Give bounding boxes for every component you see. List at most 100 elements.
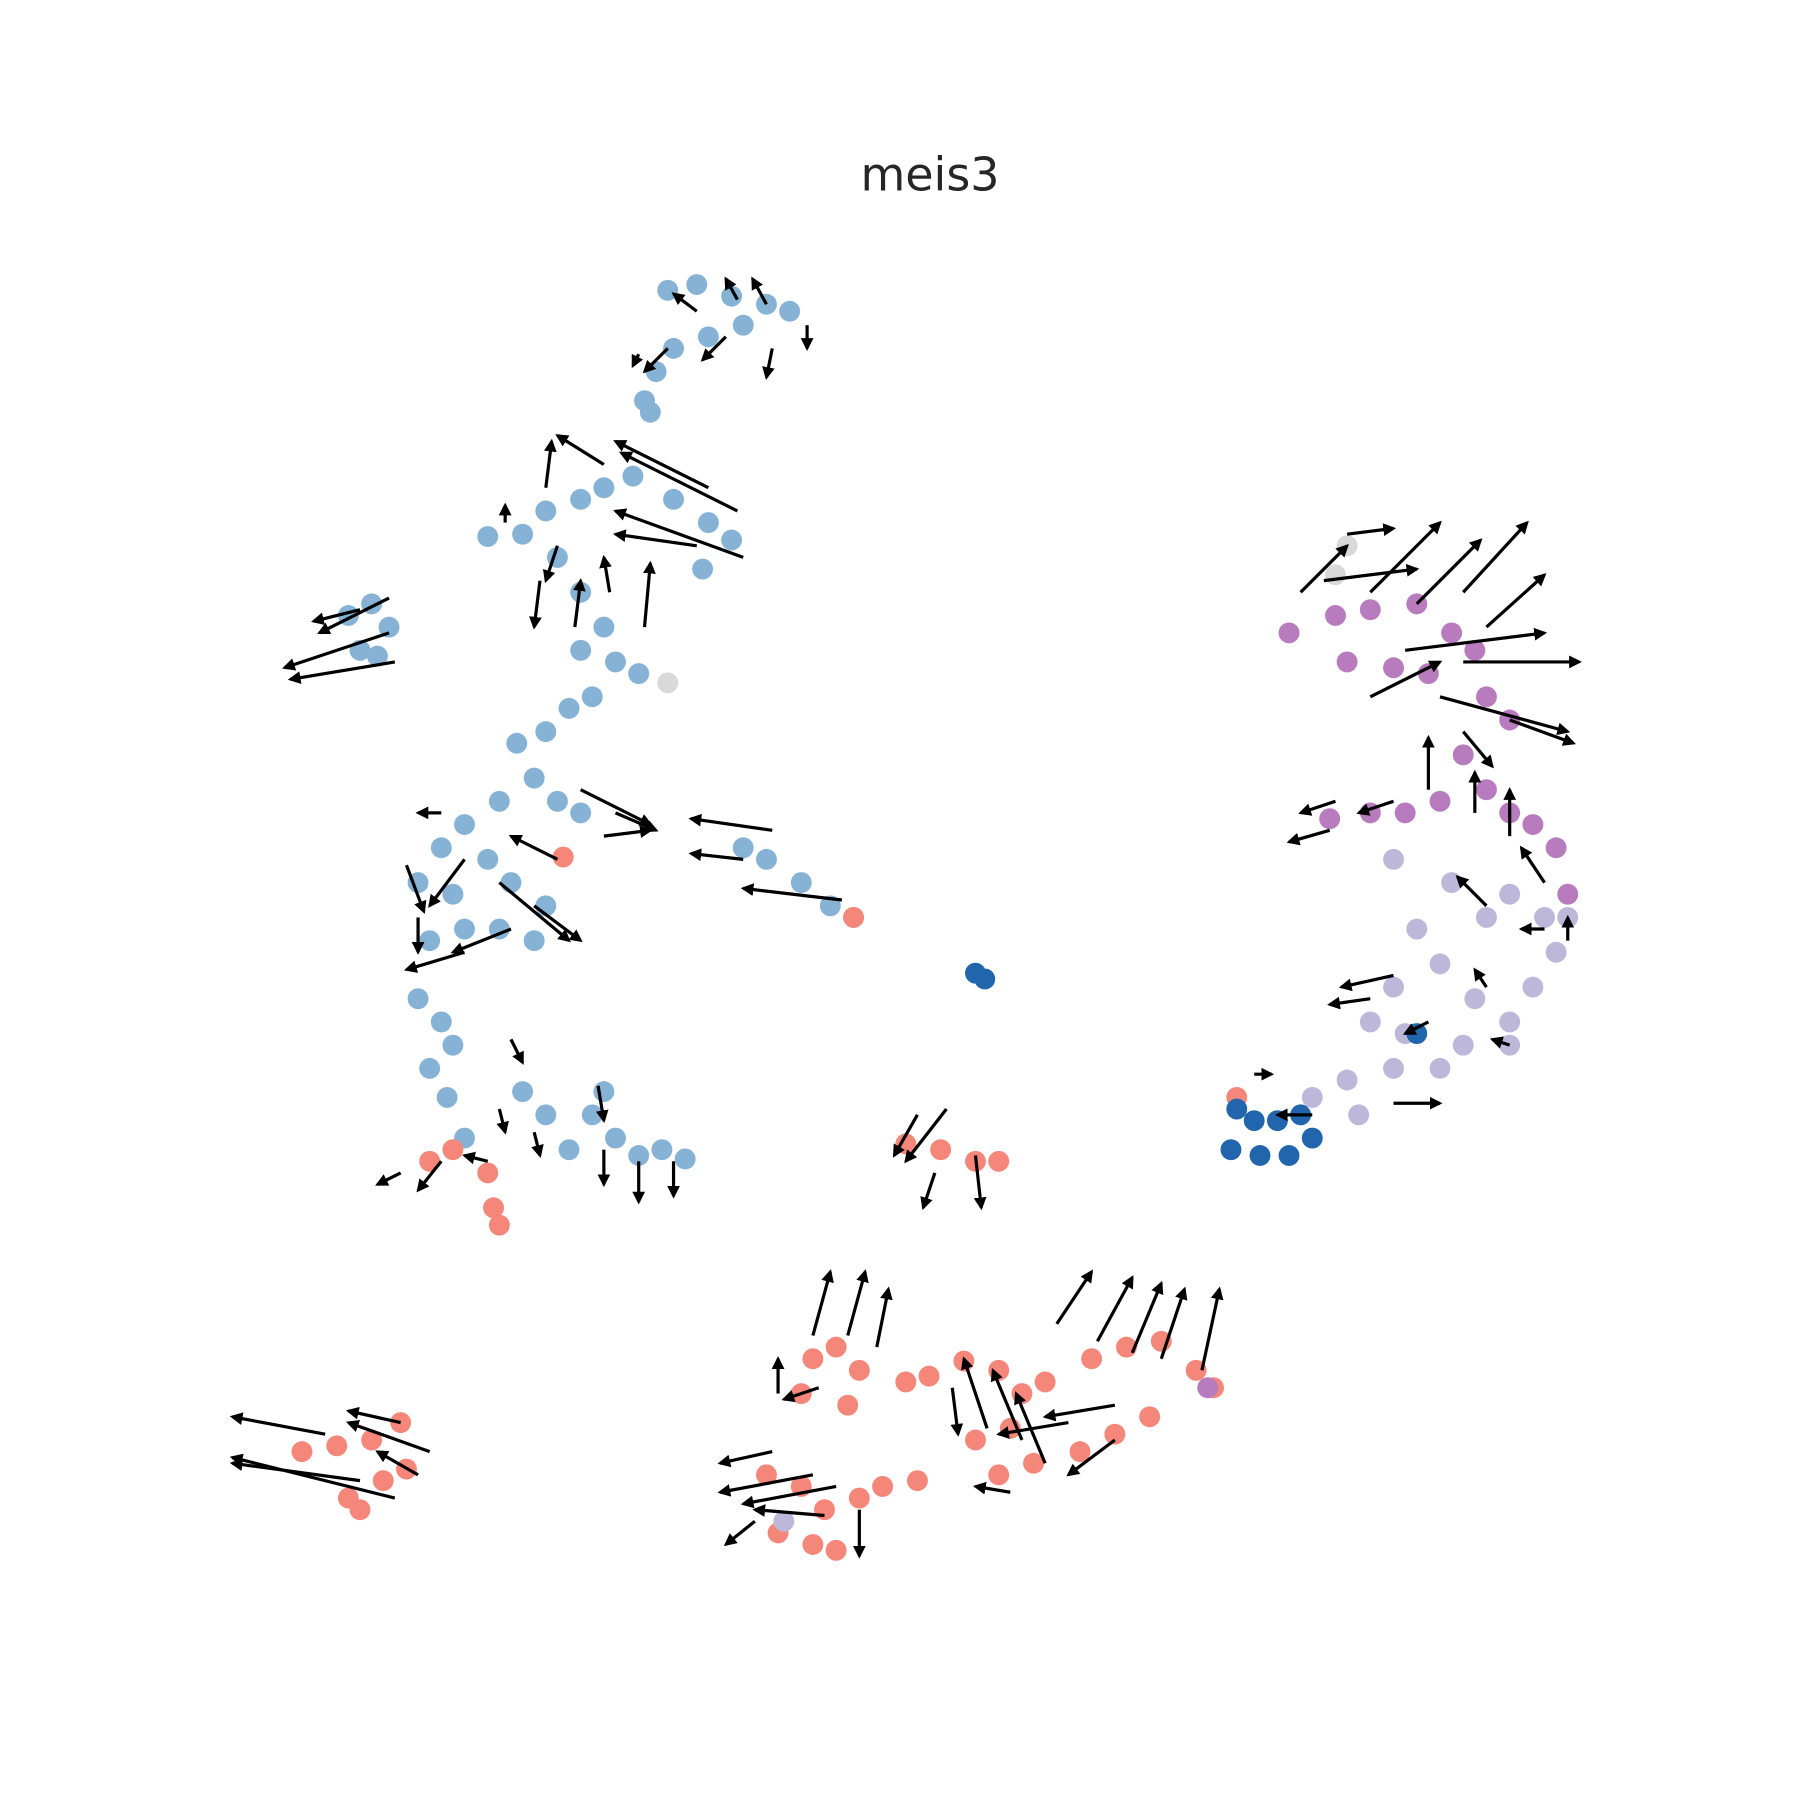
cell-point	[570, 488, 592, 510]
cell-point	[802, 1348, 824, 1370]
cell-point	[523, 930, 545, 952]
velocity-arrow	[631, 353, 644, 369]
cell-point	[1069, 1441, 1091, 1463]
velocity-arrow	[403, 950, 465, 973]
cell-point	[756, 848, 777, 870]
cell-point	[802, 1534, 824, 1555]
cell-point	[407, 988, 429, 1010]
cell-point	[477, 526, 499, 547]
velocity-arrow	[996, 1421, 1069, 1439]
cell-point	[1301, 1127, 1323, 1149]
cell-point	[593, 477, 615, 499]
cell-point	[1325, 605, 1346, 626]
cell-point	[419, 930, 441, 952]
velocity-arrow	[1130, 1280, 1164, 1354]
velocity-arrow	[1402, 1020, 1430, 1035]
cell-point	[454, 814, 475, 835]
velocity-arrow	[345, 1406, 401, 1425]
cell-point	[1197, 1377, 1219, 1399]
velocity-arrow	[762, 348, 775, 380]
velocity-arrow	[846, 1269, 869, 1336]
cell-point	[558, 697, 580, 719]
cell-point	[1441, 622, 1463, 644]
velocity-arrow	[740, 1484, 837, 1509]
cell-point	[535, 1104, 557, 1126]
velocity-arrow	[404, 864, 427, 915]
velocity-arrow	[229, 1412, 326, 1436]
velocity-arrow	[229, 1458, 361, 1483]
velocity-arrow	[950, 1387, 964, 1437]
velocity-arrow	[555, 434, 605, 466]
velocity-arrow	[1369, 520, 1442, 594]
cell-point	[974, 968, 996, 990]
cell-point	[825, 1539, 847, 1561]
cell-point	[697, 326, 719, 348]
cell-point	[361, 1429, 383, 1451]
cell-point	[1429, 953, 1451, 975]
cell-point	[1464, 639, 1486, 661]
cell-point	[988, 1150, 1010, 1172]
velocity-arrow	[961, 1356, 989, 1429]
cell-point	[1185, 1359, 1207, 1381]
velocity-arrow	[1096, 1275, 1134, 1343]
velocity-arrow	[579, 788, 653, 826]
cell-point	[930, 1139, 952, 1161]
cell-point	[1104, 1423, 1126, 1445]
cell-point	[1383, 976, 1404, 998]
velocity-arrow	[345, 1419, 431, 1454]
cell-point	[442, 1139, 464, 1161]
cell-point	[651, 1139, 673, 1161]
velocity-arrow	[498, 881, 571, 943]
cell-point	[1359, 599, 1381, 621]
velocity-arrow	[573, 578, 586, 628]
cell-point	[1429, 1057, 1451, 1079]
cell-point	[1464, 988, 1486, 1010]
velocity-arrow	[603, 825, 653, 838]
velocity-arrow	[972, 1481, 1011, 1495]
velocity-arrow	[688, 848, 744, 862]
velocity-arrow	[1055, 1269, 1094, 1325]
cell-point	[570, 639, 592, 661]
cell-point	[692, 558, 714, 580]
velocity-arrow	[613, 439, 710, 490]
cell-point	[645, 361, 667, 383]
cell-point	[657, 279, 679, 301]
cell-point	[291, 1441, 313, 1463]
velocity-arrow	[973, 1155, 987, 1211]
velocity-arrow	[508, 834, 559, 861]
cell-point	[1226, 1098, 1248, 1120]
velocity-arrow	[642, 347, 669, 374]
cell-point	[436, 1086, 458, 1108]
cell-point	[535, 500, 557, 522]
velocity-arrow	[531, 1131, 544, 1158]
velocity-arrow	[529, 580, 542, 630]
cell-point	[1522, 814, 1544, 835]
cell-point	[390, 1412, 412, 1434]
cell-point	[1359, 1011, 1381, 1033]
cell-point	[1278, 622, 1300, 644]
cell-point	[593, 1081, 615, 1103]
cell-point	[988, 1464, 1010, 1486]
cell-point	[657, 672, 679, 694]
velocity-arrow	[811, 1269, 834, 1336]
velocity-arrow	[599, 554, 612, 593]
cell-point	[843, 906, 864, 928]
velocity-arrow	[752, 1504, 825, 1518]
cell-point	[1476, 686, 1497, 708]
cell-point	[442, 883, 464, 905]
cell-point	[1452, 744, 1474, 766]
cell-point	[1476, 779, 1497, 801]
cell-point	[1348, 1104, 1370, 1126]
velocity-arrow	[688, 813, 773, 832]
velocity-arrow	[892, 1114, 919, 1158]
cell-point	[848, 1487, 870, 1509]
cell-point	[1249, 1145, 1271, 1166]
velocity-arrow	[717, 1473, 814, 1497]
cell-point	[506, 732, 528, 754]
cell-point	[779, 300, 801, 322]
cell-point	[378, 616, 400, 638]
velocity-arrow	[1369, 660, 1443, 699]
velocity-arrow	[287, 660, 396, 684]
